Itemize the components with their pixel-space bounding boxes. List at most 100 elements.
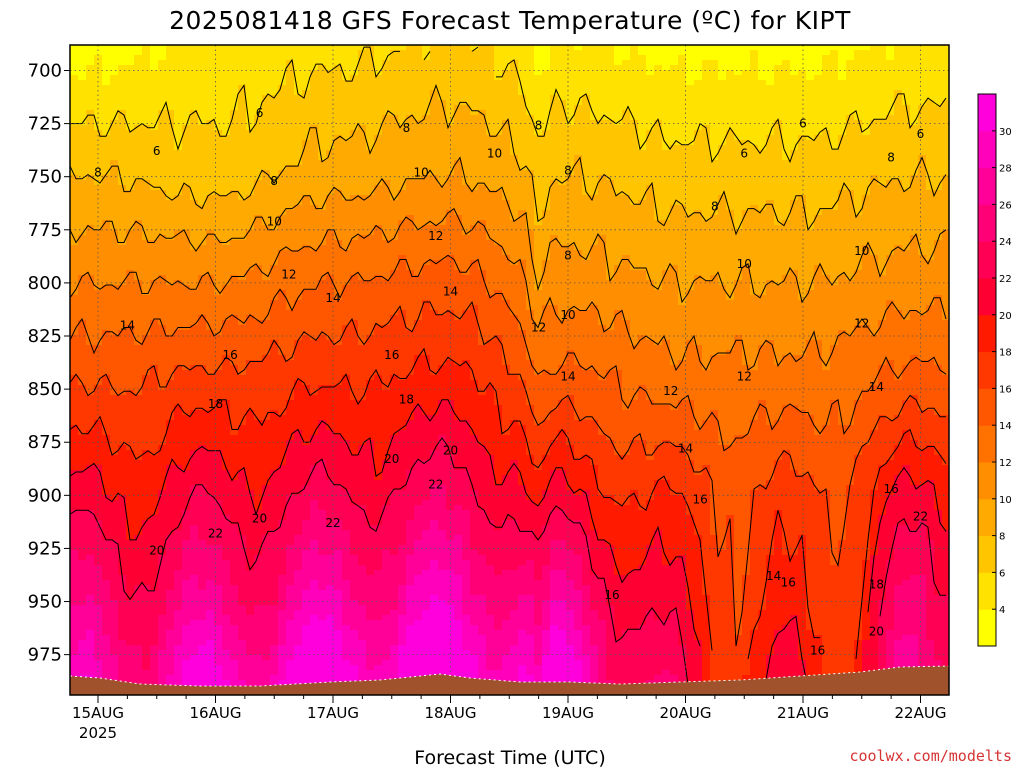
temperature-cell [270,145,279,151]
temperature-cell [358,170,367,176]
temperature-cell [222,555,231,561]
temperature-cell [134,535,143,541]
temperature-cell [326,600,335,606]
temperature-cell [190,455,199,461]
temperature-cell [78,525,87,531]
temperature-cell [142,80,151,86]
temperature-cell [350,450,359,456]
temperature-cell [198,360,207,366]
temperature-cell [142,325,151,331]
temperature-cell [262,250,271,256]
temperature-cell [174,100,183,106]
temperature-cell [150,175,159,181]
temperature-cell [350,50,359,56]
temperature-cell [86,550,95,556]
temperature-cell [230,185,239,191]
temperature-cell [318,555,327,561]
temperature-cell [334,485,343,491]
temperature-cell [254,240,263,246]
temperature-cell [190,445,199,451]
temperature-cell [342,175,351,181]
temperature-cell [278,555,287,561]
temperature-cell [94,550,103,556]
temperature-cell [94,105,103,111]
temperature-cell [318,305,327,311]
temperature-cell [94,125,103,131]
temperature-cell [158,350,167,356]
temperature-cell [102,660,111,666]
temperature-cell [286,345,295,351]
temperature-cell [70,180,79,186]
temperature-cell [150,480,159,486]
temperature-cell [70,515,79,521]
temperature-cell [78,375,87,381]
temperature-cell [214,460,223,466]
temperature-cell [342,155,351,161]
temperature-cell [262,65,271,71]
temperature-cell [174,595,183,601]
temperature-cell [70,460,79,466]
temperature-cell [182,110,191,116]
temperature-cell [206,410,215,416]
temperature-cell [158,235,167,241]
temperature-cell [214,530,223,536]
temperature-cell [118,365,127,371]
temperature-cell [294,395,303,401]
temperature-cell [126,410,135,416]
temperature-cell [102,170,111,176]
temperature-cell [366,140,375,146]
temperature-cell [126,85,135,91]
temperature-cell [206,50,215,56]
temperature-cell [110,555,119,561]
temperature-cell [206,180,215,186]
temperature-cell [334,625,343,631]
temperature-cell [86,305,95,311]
temperature-cell [334,45,343,51]
temperature-cell [326,635,335,641]
temperature-cell [246,650,255,656]
temperature-cell [142,395,151,401]
temperature-cell [262,165,271,171]
temperature-cell [110,95,119,101]
temperature-cell [286,660,295,666]
temperature-cell [350,480,359,486]
temperature-cell [110,45,119,51]
temperature-cell [366,655,375,661]
temperature-cell [166,300,175,306]
temperature-cell [182,585,191,591]
temperature-cell [214,265,223,271]
temperature-cell [334,545,343,551]
temperature-cell [174,285,183,291]
temperature-cell [182,90,191,96]
temperature-cell [118,85,127,91]
temperature-cell [182,275,191,281]
temperature-cell [286,120,295,126]
temperature-cell [134,320,143,326]
temperature-cell [270,225,279,231]
temperature-cell [358,70,367,76]
temperature-cell [206,235,215,241]
temperature-cell [182,125,191,131]
temperature-cell [166,145,175,151]
temperature-cell [102,165,111,171]
temperature-cell [166,50,175,56]
temperature-cell [294,120,303,126]
temperature-cell [366,645,375,651]
temperature-cell [126,630,135,636]
temperature-cell [310,535,319,541]
temperature-cell [246,510,255,516]
temperature-cell [222,450,231,456]
temperature-cell [142,495,151,501]
temperature-cell [78,400,87,406]
temperature-cell [310,555,319,561]
temperature-cell [270,235,279,241]
temperature-cell [110,155,119,161]
temperature-cell [158,620,167,626]
temperature-cell [190,525,199,531]
temperature-cell [214,175,223,181]
temperature-cell [358,295,367,301]
temperature-cell [246,80,255,86]
temperature-cell [350,445,359,451]
temperature-cell [302,305,311,311]
temperature-cell [166,275,175,281]
